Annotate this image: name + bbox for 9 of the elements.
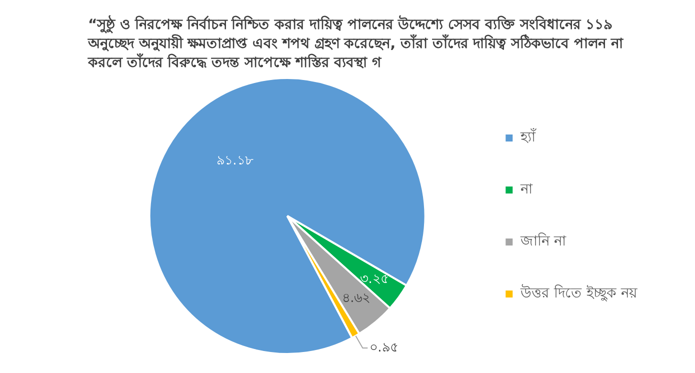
data-label: ৯১.১৮ <box>216 154 254 169</box>
data-label: ৪.৬২ <box>342 291 370 306</box>
chart-title: “সুষ্ঠু ও নিরপেক্ষ নির্বাচন নিশ্চিত করার দায়িত্ব পালনের উদ্দেশ্যে সেসব ব্যক্তি সংবিধানের ১১৯ অনুচ্ছেদ অনুযায়ী ক্ষমতাপ্রাপ্ত এবং শপথ গ্রহণ করেছেন, তাঁরা তাঁদের দায়িত্ব সঠিকভাবে পালন না করলে তাঁদের বিরুদ্ধে তদন্ত সাপেক্ষে শাস্তির ব্যবস্থা গ <box>86 14 624 73</box>
legend-label: না <box>520 182 534 198</box>
data-label: ০.৯৫ <box>370 340 398 356</box>
data-label: ৩.২৫ <box>360 272 388 287</box>
legend-label: উত্তর দিতে ইচ্ছুক নয় <box>520 284 638 302</box>
legend-label: জানি না <box>520 232 568 250</box>
legend-label: হ্যাঁ <box>520 128 537 146</box>
